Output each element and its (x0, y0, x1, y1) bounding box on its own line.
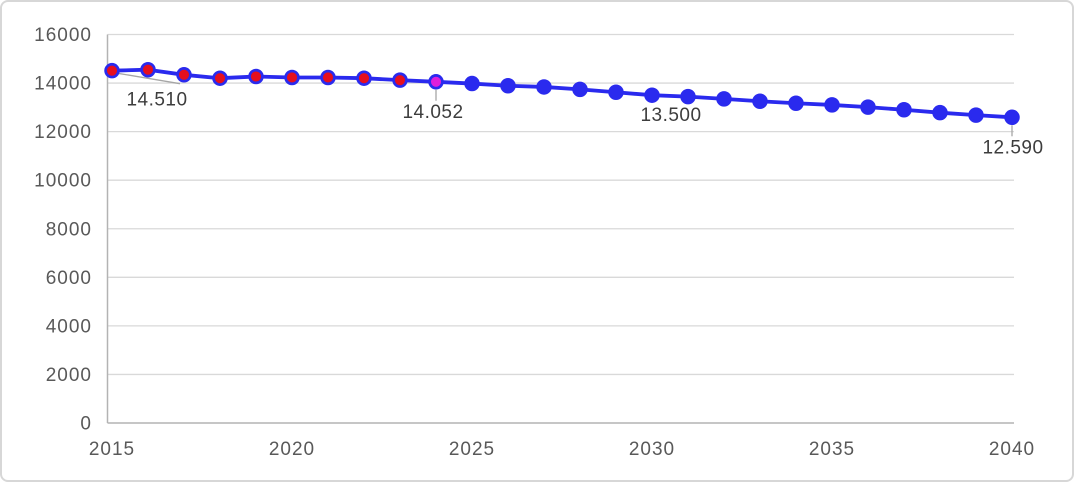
data-point-2038 (932, 104, 948, 121)
y-tick-label-16000: 16000 (34, 25, 92, 46)
y-tick-label-0: 0 (80, 414, 92, 435)
data-point-2025 (464, 75, 480, 92)
axes (106, 34, 1014, 424)
data-point-2031 (680, 88, 696, 105)
data-point-2039 (968, 107, 984, 123)
y-tick-label-8000: 8000 (46, 219, 92, 240)
data-point-2040 (1004, 109, 1020, 126)
y-tick-label-12000: 12000 (34, 122, 92, 143)
x-tick-label-2015: 2015 (89, 439, 135, 460)
data-point-2036 (860, 99, 876, 115)
data-point-2023 (392, 72, 408, 88)
label-leader-lines (113, 72, 1013, 137)
data-label-2030: 13.500 (640, 105, 701, 126)
data-point-2034 (788, 95, 804, 111)
data-point-2020 (284, 69, 300, 86)
y-tick-label-2000: 2000 (46, 365, 92, 386)
data-point-2035 (824, 97, 840, 113)
y-tick-label-14000: 14000 (34, 74, 92, 95)
data-point-2032 (716, 91, 732, 107)
y-tick-label-6000: 6000 (46, 268, 92, 289)
data-point-2018 (212, 70, 228, 86)
data-point-2030 (644, 87, 660, 103)
data-point-2015 (104, 62, 120, 79)
x-tick-label-2035: 2035 (809, 439, 855, 460)
data-label-2040: 12.590 (982, 137, 1043, 158)
data-point-2037 (896, 102, 912, 118)
x-tick-labels: 2015 2020 2025 2030 2035 2040 (89, 439, 1035, 460)
data-point-2024 (428, 74, 444, 90)
gridlines (107, 33, 1014, 376)
data-point-2017 (176, 67, 192, 83)
data-point-2028 (572, 81, 588, 98)
line-series (110, 67, 1014, 120)
x-tick-label-2020: 2020 (269, 439, 315, 460)
y-tick-label-10000: 10000 (34, 171, 92, 192)
data-labels: 14.510 14.052 13.500 12.590 (126, 90, 1043, 159)
x-tick-label-2040: 2040 (989, 439, 1035, 460)
data-point-2029 (608, 84, 624, 101)
data-point-2033 (752, 93, 768, 110)
data-point-2021 (320, 69, 336, 86)
data-point-2026 (500, 77, 516, 94)
y-tick-label-4000: 4000 (46, 316, 92, 337)
data-label-2015: 14.510 (126, 90, 187, 111)
data-point-2022 (356, 70, 372, 86)
data-point-2027 (536, 79, 552, 95)
series-markers (104, 61, 1020, 126)
leader-line-2015 (113, 72, 181, 85)
data-label-2024: 14.052 (402, 102, 463, 123)
data-point-2016 (140, 61, 156, 78)
x-tick-label-2030: 2030 (629, 439, 675, 460)
y-tick-labels: 0 2000 4000 6000 8000 10000 12000 14000 16000 (34, 25, 92, 435)
x-tick-label-2025: 2025 (449, 439, 495, 460)
series-line (110, 67, 1014, 120)
data-point-2019 (248, 68, 264, 85)
